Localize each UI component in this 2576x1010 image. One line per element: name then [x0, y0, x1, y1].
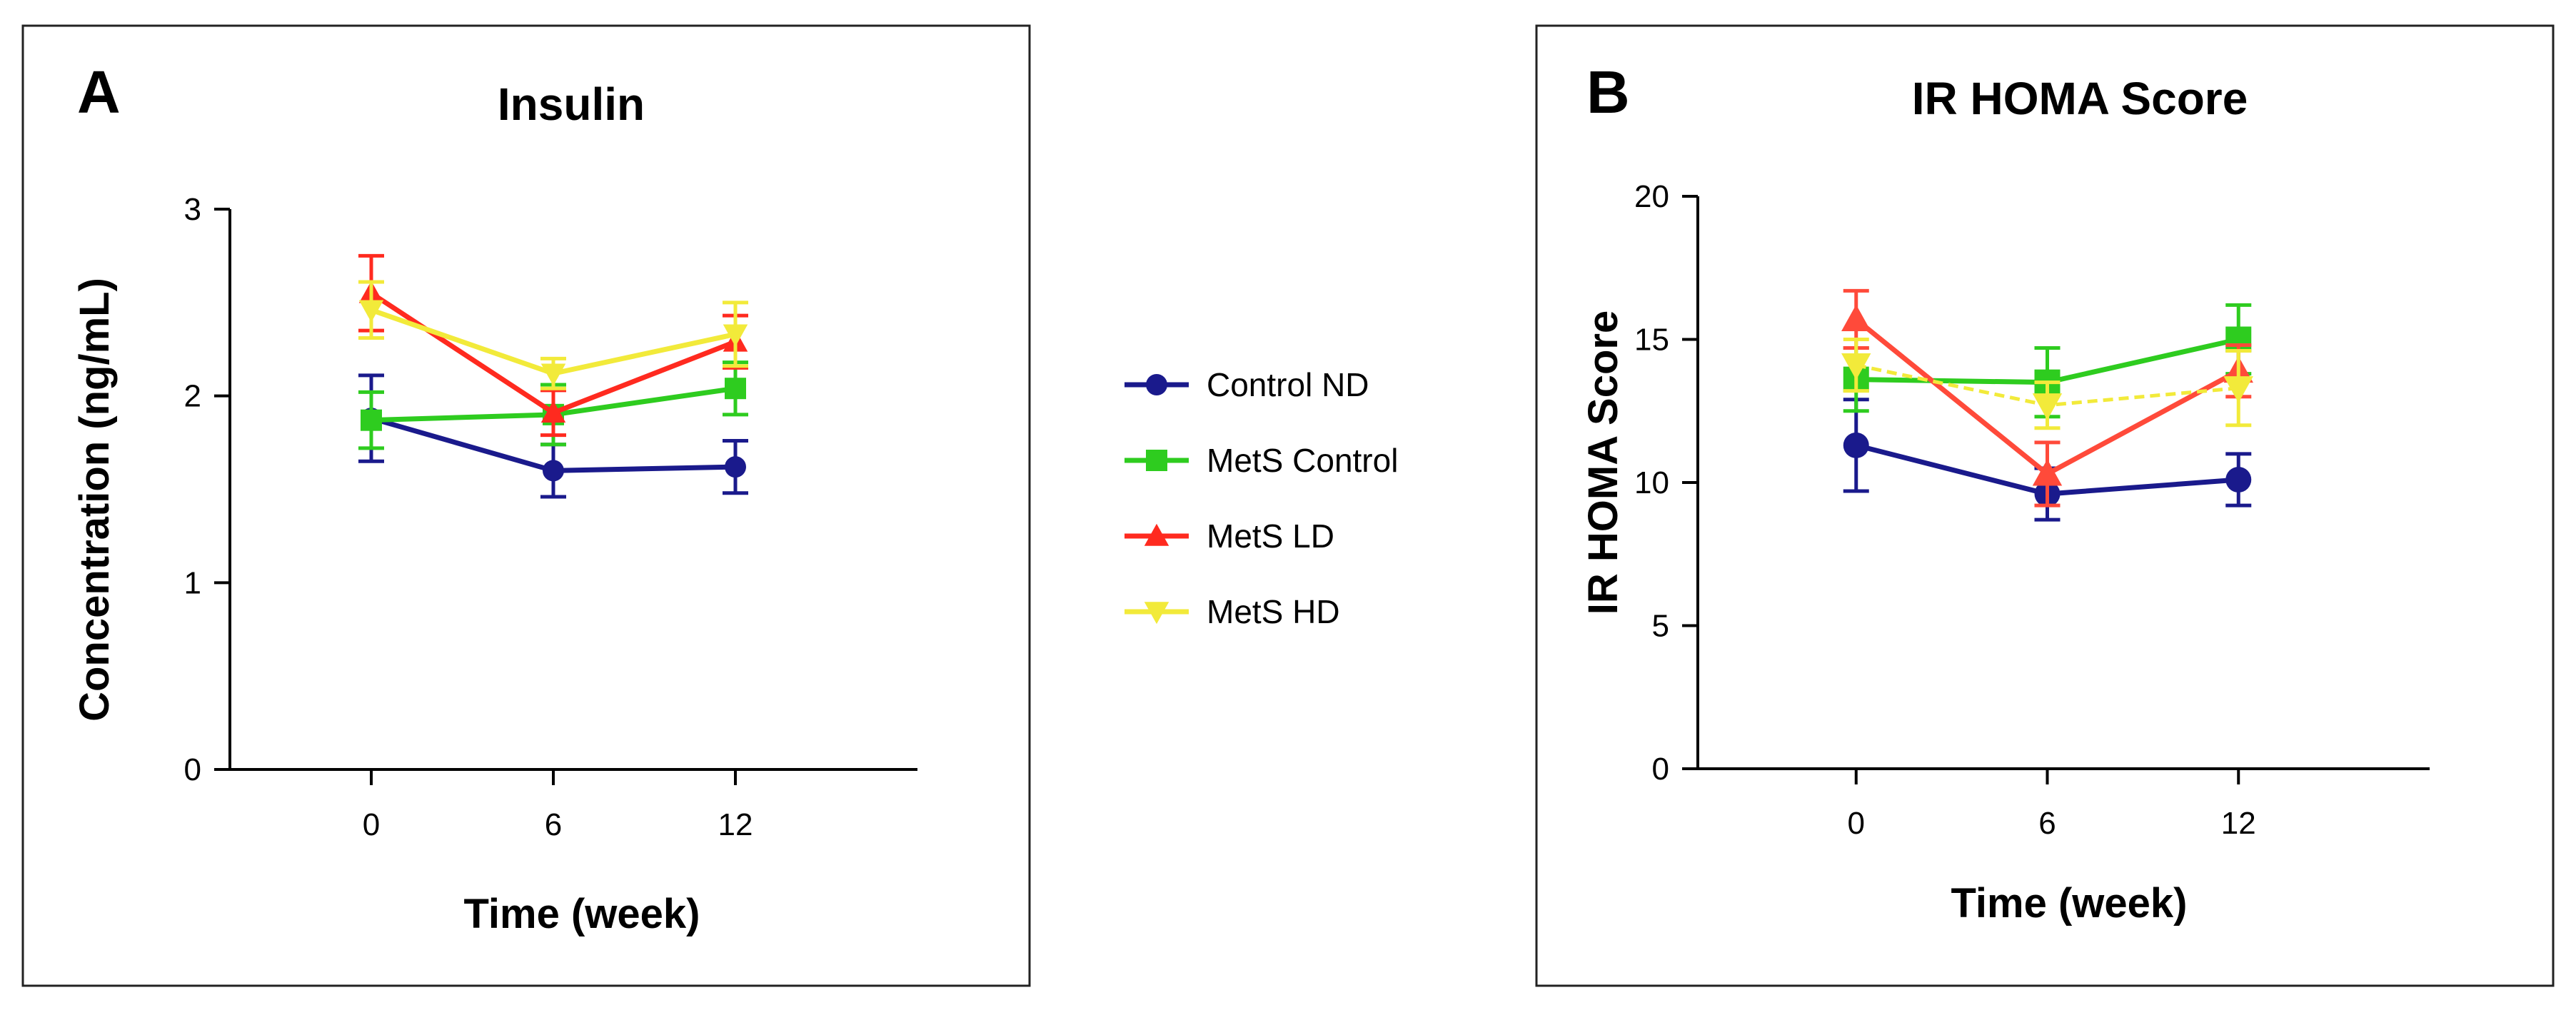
panel-a-series-control-nd-point	[725, 456, 746, 478]
panel-a-series-mets-ld-point	[540, 400, 566, 423]
panel-a: A Insulin Time (week) Concentration (ng/…	[21, 24, 1031, 987]
panel-b-series-mets-hd-point	[2223, 376, 2253, 403]
panel-a-y-tick-label: 2	[184, 379, 201, 414]
panel-a-series-control-nd-point	[543, 460, 564, 482]
panel-a-series-mets-control-point	[725, 378, 746, 400]
panel-b-x-tick-label: 12	[2221, 806, 2256, 841]
legend-item-control-nd: Control ND	[1125, 366, 1369, 403]
panel-b-series-mets-hd-point	[2032, 393, 2063, 420]
panel-a-series-mets-hd	[358, 280, 748, 390]
legend-marker-mets-hd	[1144, 602, 1169, 625]
legend-marker-mets-control	[1146, 450, 1167, 471]
panel-a-y-tick-label: 1	[184, 565, 201, 600]
legend-swatch-mets-ld	[1125, 523, 1189, 546]
panel-a-series-mets-hd-point	[540, 363, 566, 386]
legend-label-mets-ld: MetS LD	[1207, 517, 1334, 555]
panel-b: B IR HOMA Score Time (week) IR HOMA Scor…	[1535, 24, 2555, 987]
panel-b-series-mets-ld-point	[2032, 459, 2063, 486]
legend: Control ND MetS Control MetS LD MetS HD	[1125, 366, 1398, 630]
legend-label-control-nd: Control ND	[1207, 366, 1369, 403]
panel-a-frame	[21, 24, 1031, 987]
panel-b-title: IR HOMA Score	[1912, 73, 2248, 124]
panel-b-x-axis-title: Time (week)	[1951, 880, 2188, 926]
panel-a-series-mets-control-point	[361, 409, 382, 431]
panel-b-y-tick-label: 20	[1634, 179, 1669, 214]
panel-b-letter: B	[1586, 59, 1630, 126]
panel-b-series-mets-ld-point	[1841, 304, 1871, 331]
legend-label-mets-control: MetS Control	[1207, 442, 1398, 479]
panel-a-title: Insulin	[498, 79, 645, 130]
legend-marker-control-nd	[1146, 374, 1167, 395]
panel-b-y-tick-label: 0	[1652, 752, 1669, 787]
legend-swatch-mets-hd	[1125, 602, 1189, 625]
panel-a-x-tick-label: 6	[545, 807, 562, 842]
panel-a-series-mets-hd-point	[723, 324, 748, 347]
legend-item-mets-ld: MetS LD	[1125, 517, 1334, 555]
panel-b-y-tick-label: 15	[1634, 323, 1669, 358]
panel-a-letter: A	[77, 59, 121, 126]
panel-b-y-tick-label: 10	[1634, 465, 1669, 500]
panel-b-series-control-nd-point	[1843, 432, 1869, 458]
panel-a-y-tick-label: 3	[184, 192, 201, 227]
legend-swatch-mets-control	[1125, 450, 1189, 471]
panel-a-series-mets-hd-point	[358, 300, 384, 323]
panel-b-y-axis-title: IR HOMA Score	[1580, 310, 1626, 615]
panel-a-series-control-nd	[358, 373, 748, 499]
panel-b-series-mets-hd-point	[1841, 353, 1871, 380]
panel-b-x-tick-label: 6	[2038, 806, 2056, 841]
panel-b-plot-area: 0 5 10 15 20 0 6 12	[1634, 179, 2430, 841]
panel-a-x-tick-label: 0	[363, 807, 380, 842]
panel-a-x-tick-label: 12	[718, 807, 753, 842]
legend-swatch-control-nd	[1125, 374, 1189, 395]
panel-b-series-mets-hd	[1841, 338, 2253, 430]
panel-a-x-axis-title: Time (week)	[464, 891, 700, 937]
panel-b-x-tick-label: 0	[1848, 806, 1865, 841]
panel-b-series-control-nd-point	[2225, 466, 2252, 493]
legend-item-mets-control: MetS Control	[1125, 442, 1398, 479]
legend-label-mets-hd: MetS HD	[1207, 593, 1340, 630]
panel-a-y-tick-label: 0	[184, 752, 201, 787]
legend-marker-mets-ld	[1144, 523, 1169, 546]
panel-a-y-axis-title: Concentration (ng/mL)	[71, 278, 118, 722]
panel-b-y-tick-label: 5	[1652, 609, 1669, 644]
legend-item-mets-hd: MetS HD	[1125, 593, 1340, 630]
